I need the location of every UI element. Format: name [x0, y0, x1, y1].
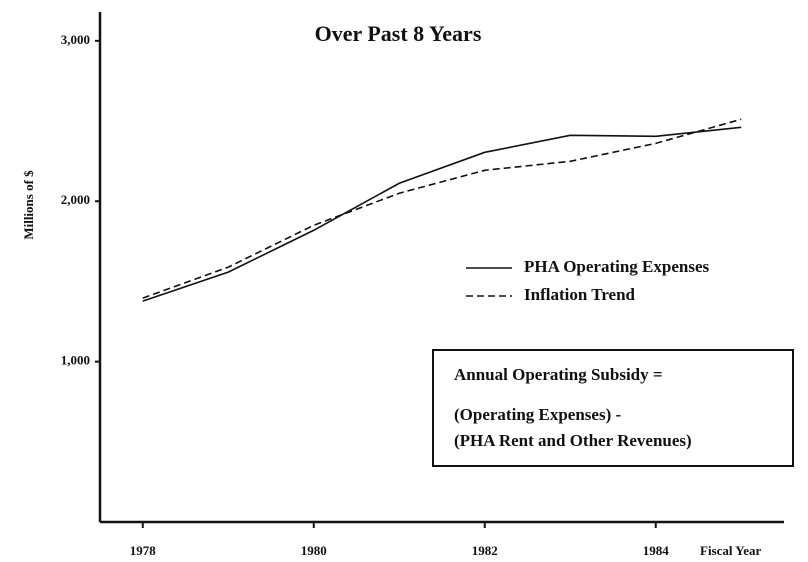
legend-label: Inflation Trend: [524, 285, 636, 304]
x-axis-label: Fiscal Year: [700, 543, 761, 558]
y-tick-label: 3,000: [61, 32, 90, 47]
series-line: [142, 118, 742, 299]
x-tick-label: 1978: [130, 543, 157, 558]
y-tick-label: 1,000: [61, 353, 90, 368]
annotation-box: [432, 349, 794, 467]
x-tick-label: 1982: [472, 543, 498, 558]
series-line: [142, 126, 742, 302]
annotation-text: Annual Operating Subsidy =: [454, 365, 663, 384]
y-tick-label: 2,000: [61, 192, 90, 207]
legend-label: PHA Operating Expenses: [524, 257, 710, 276]
x-tick-label: 1984: [643, 543, 670, 558]
chart-title: Over Past 8 Years: [315, 21, 482, 46]
annotation-text: (Operating Expenses) -: [454, 405, 622, 424]
x-tick-label: 1980: [301, 543, 327, 558]
y-axis-label: Millions of $: [21, 170, 36, 240]
annotation-text: (PHA Rent and Other Revenues): [454, 431, 692, 450]
